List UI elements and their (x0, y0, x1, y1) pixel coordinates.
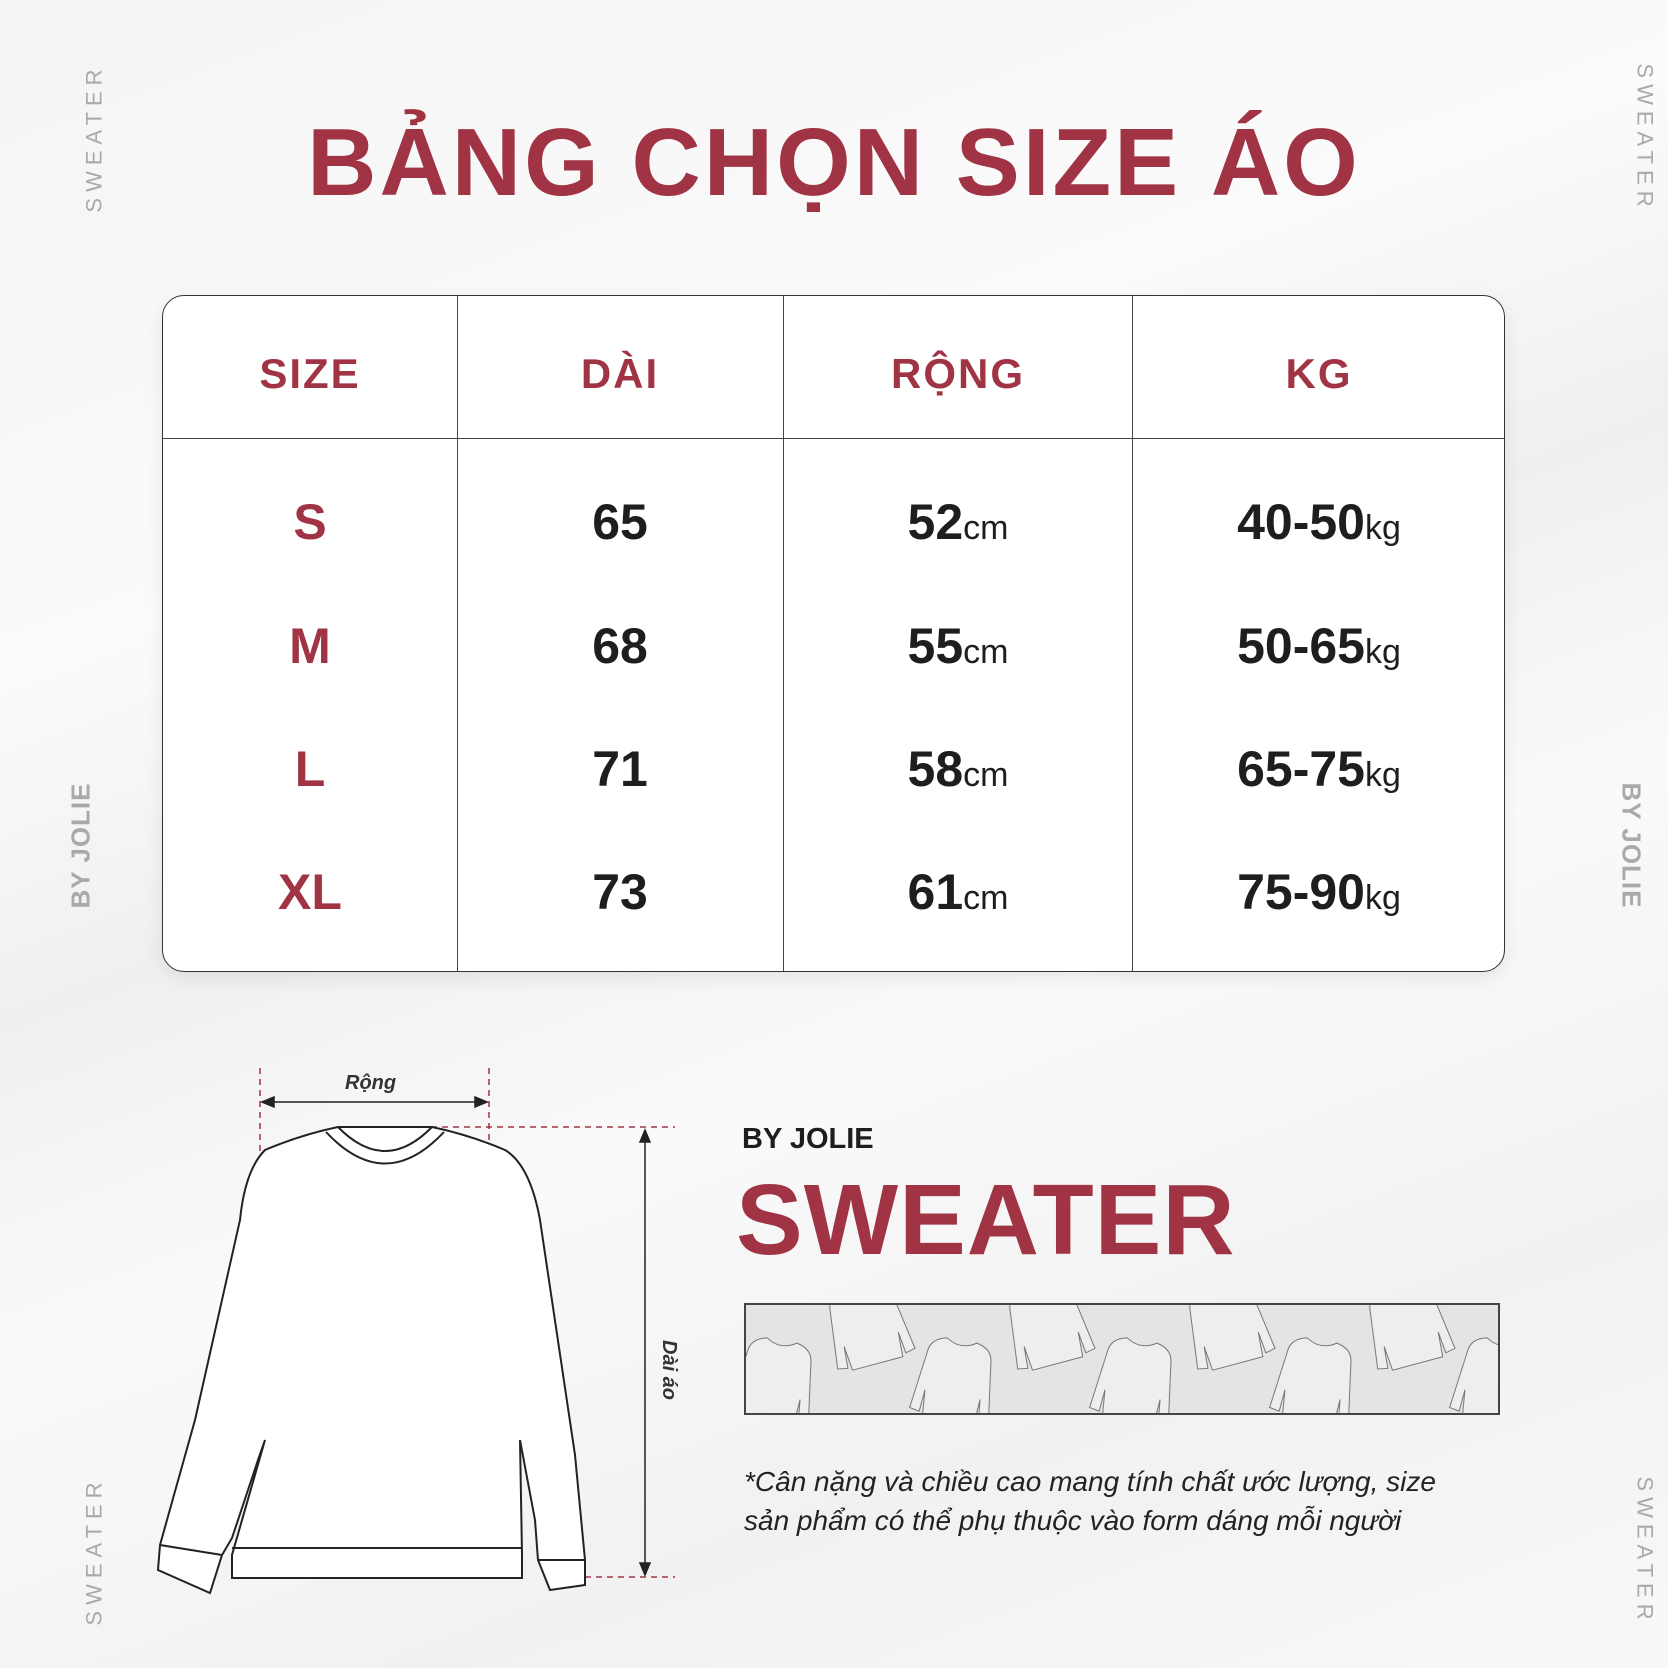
unit: kg (1364, 879, 1401, 917)
unit: cm (963, 633, 1009, 671)
sweater-pattern-icon (1009, 1305, 1096, 1371)
weight-cell: 75-90kg (1237, 863, 1401, 921)
length-cell: 68 (592, 618, 648, 674)
sweater-pattern-icon (1089, 1337, 1172, 1413)
weight-cell: 40-50kg (1237, 493, 1401, 551)
length-cell: 71 (592, 741, 648, 797)
disclaimer-note: *Cân nặng và chiều cao mang tính chất ướ… (744, 1462, 1436, 1540)
size-cell: M (289, 618, 331, 674)
width-cell: 52cm (908, 493, 1009, 551)
length-label: Dài áo (658, 1340, 680, 1401)
header-2: RỘNG (891, 350, 1025, 397)
header-divider (163, 438, 1504, 439)
sweater-pattern-icon (909, 1337, 992, 1413)
weight-value: 65-75 (1237, 741, 1365, 797)
sweater-pattern-icon (746, 1337, 812, 1413)
page-title: BẢNG CHỌN SIZE ÁO (307, 109, 1361, 216)
width-cell: 55cm (908, 617, 1009, 675)
sweater-outline-icon (156, 1126, 586, 1595)
column-divider (457, 296, 458, 971)
size-cell: L (294, 741, 326, 797)
note-line: sản phẩm có thể phụ thuộc vào form dáng … (744, 1505, 1402, 1536)
weight-value: 50-65 (1237, 618, 1365, 674)
width-label: Rộng (345, 1072, 397, 1094)
length-cell: 73 (592, 864, 648, 920)
unit: kg (1364, 633, 1401, 671)
size-cell: XL (278, 864, 342, 920)
length-cell: 65 (592, 494, 648, 550)
note-line: *Cân nặng và chiều cao mang tính chất ướ… (744, 1466, 1436, 1497)
header-0: SIZE (259, 350, 361, 397)
unit: kg (1364, 509, 1401, 547)
width-value: 58 (907, 741, 964, 797)
product-name: SWEATER (736, 1164, 1236, 1276)
width-cell: 61cm (908, 863, 1009, 921)
sweater-pattern-icon (1449, 1337, 1498, 1413)
width-cell: 58cm (908, 740, 1009, 798)
sweater-pattern-banner (744, 1303, 1500, 1415)
sweater-pattern-icon (1269, 1337, 1352, 1413)
unit: cm (963, 879, 1009, 917)
header-1: DÀI (580, 350, 660, 397)
brand-name: BY JOLIE (742, 1123, 874, 1155)
sweater-pattern-icon (1189, 1305, 1276, 1371)
weight-value: 40-50 (1237, 494, 1365, 550)
weight-cell: 65-75kg (1237, 740, 1401, 798)
width-value: 52 (907, 494, 964, 550)
size-table: SIZE DÀI RỘNG KG S 65 52cm 40-50kg M 68 55cm 50-65k… (162, 295, 1505, 972)
header-3: KG (1285, 350, 1353, 397)
sweater-pattern-icon (829, 1305, 916, 1371)
width-value: 55 (907, 618, 964, 674)
sweater-pattern-icon (1369, 1305, 1456, 1371)
weight-cell: 50-65kg (1237, 617, 1401, 675)
unit: cm (963, 756, 1009, 794)
weight-value: 75-90 (1237, 864, 1365, 920)
width-value: 61 (907, 864, 964, 920)
column-divider (1132, 296, 1133, 971)
unit: kg (1364, 756, 1401, 794)
unit: cm (963, 509, 1009, 547)
column-divider (783, 296, 784, 971)
size-cell: S (293, 494, 327, 550)
